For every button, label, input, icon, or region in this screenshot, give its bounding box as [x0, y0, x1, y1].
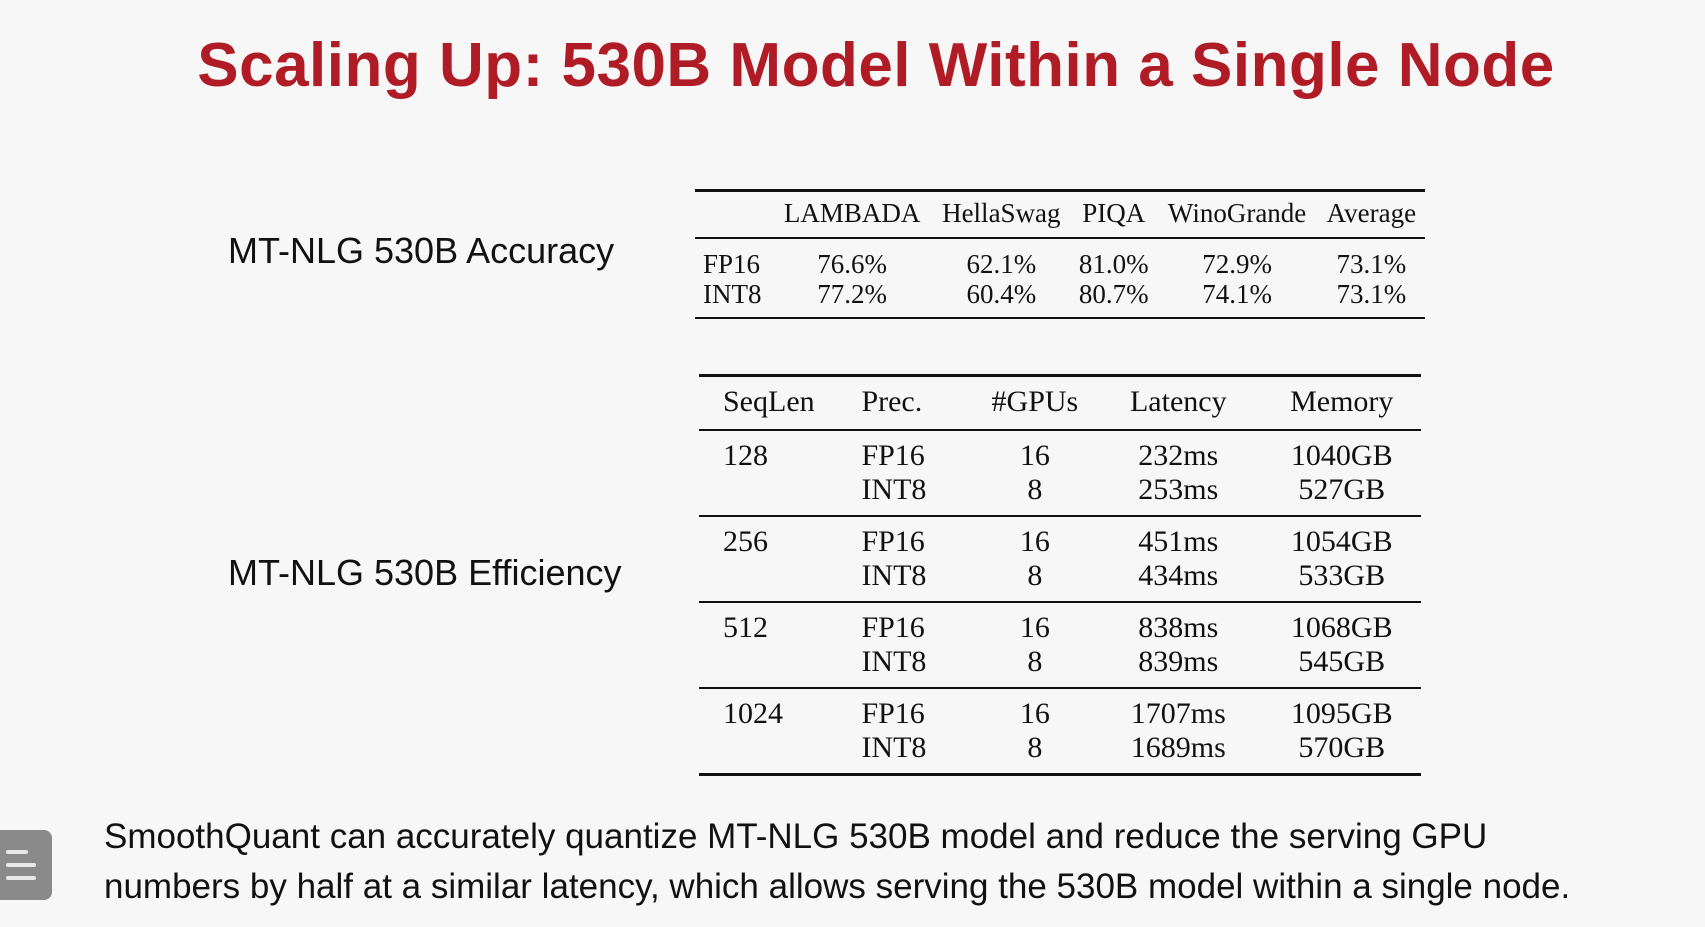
- table-cell: 527GB: [1298, 473, 1386, 506]
- table-cell: 838ms: [1094, 601, 1263, 645]
- table-cell: 8: [1027, 559, 1043, 592]
- table-cell: 451ms: [1094, 515, 1263, 559]
- table-cell: 570GB: [1298, 731, 1386, 764]
- table-row: INT8 77.2% 60.4% 80.7% 74.1% 73.1%: [695, 279, 1425, 318]
- table-cell: 81.0%: [1078, 249, 1149, 279]
- menu-icon[interactable]: [0, 830, 52, 900]
- table-cell: [699, 731, 857, 775]
- table-row: INT8 8 253ms 527GB: [699, 473, 1421, 516]
- table-cell: 76.6%: [817, 249, 888, 279]
- table-cell: 533GB: [1298, 559, 1386, 592]
- efficiency-label: MT-NLG 530B Efficiency: [228, 552, 622, 593]
- table-cell: 1068GB: [1262, 601, 1421, 645]
- table-cell: 16: [975, 515, 1095, 559]
- table-cell: INT8: [861, 645, 927, 678]
- table-cell: [699, 645, 857, 688]
- efficiency-header-cell: Memory: [1262, 375, 1421, 431]
- seqlen-cell: 128: [723, 439, 768, 472]
- table-cell: 1707ms: [1094, 687, 1263, 731]
- table-row: 128 FP16 16 232ms 1040GB: [699, 430, 1421, 473]
- table-cell: FP16: [857, 687, 976, 731]
- efficiency-header-cell: #GPUs: [975, 375, 1095, 431]
- table-cell: 80.7%: [1078, 279, 1149, 309]
- seqlen-group: 1024 FP16 16 1707ms 1095GB INT8 8 1689ms…: [699, 687, 1421, 775]
- table-cell: FP16: [857, 601, 976, 645]
- table-cell: INT8: [703, 279, 762, 309]
- accuracy-header-cell: HellaSwag: [931, 190, 1071, 239]
- table-cell: 16: [1019, 439, 1050, 472]
- summary-line: numbers by half at a similar latency, wh…: [104, 867, 1571, 906]
- table-cell: 8: [1027, 473, 1043, 506]
- slide-title: Scaling Up: 530B Model Within a Single N…: [197, 31, 1555, 100]
- table-cell: 8: [1027, 731, 1043, 764]
- table-cell: FP16: [861, 439, 925, 472]
- efficiency-header-cell: SeqLen: [699, 375, 858, 431]
- table-row: INT8 8 839ms 545GB: [699, 645, 1421, 688]
- table-cell: 434ms: [1138, 559, 1219, 592]
- table-cell: 8: [1027, 645, 1043, 678]
- summary-text: SmoothQuant can accurately quantize MT-N…: [104, 812, 1684, 912]
- accuracy-header-cell: LAMBADA: [772, 190, 932, 239]
- table-row: INT8 8 434ms 533GB: [699, 559, 1421, 602]
- table-cell: 1054GB: [1262, 515, 1421, 559]
- seqlen-cell: 256: [699, 515, 858, 559]
- menu-bar: [6, 876, 36, 880]
- menu-bar: [6, 863, 36, 867]
- accuracy-header-cell: [695, 190, 773, 239]
- table-cell: 77.2%: [817, 279, 888, 309]
- table-cell: 74.1%: [1202, 279, 1272, 309]
- accuracy-header-cell: PIQA: [1070, 190, 1157, 239]
- efficiency-header-row: SeqLen Prec. #GPUs Latency Memory: [699, 375, 1421, 431]
- table-cell: 253ms: [1138, 473, 1219, 506]
- table-row: INT8 8 1689ms 570GB: [699, 731, 1421, 775]
- table-cell: 62.1%: [966, 249, 1037, 279]
- table-cell: 16: [975, 687, 1095, 731]
- seqlen-group: 512 FP16 16 838ms 1068GB INT8 8 839ms 54…: [699, 601, 1421, 688]
- table-cell: 839ms: [1138, 645, 1219, 678]
- table-cell: 60.4%: [966, 279, 1037, 309]
- accuracy-header-row: LAMBADA HellaSwag PIQA WinoGrande Averag…: [695, 190, 1425, 239]
- table-cell: INT8: [861, 559, 927, 592]
- efficiency-header-cell: Prec.: [857, 375, 976, 431]
- menu-bar: [6, 850, 28, 854]
- table-cell: 16: [975, 601, 1095, 645]
- accuracy-header-cell: Average: [1317, 190, 1425, 239]
- seqlen-cell: 1024: [699, 687, 858, 731]
- table-cell: [699, 473, 857, 516]
- table-cell: 73.1%: [1336, 279, 1407, 309]
- table-row: 512 FP16 16 838ms 1068GB: [699, 601, 1421, 645]
- table-cell: 1040GB: [1290, 439, 1393, 472]
- table-cell: INT8: [861, 731, 927, 764]
- table-cell: 72.9%: [1202, 249, 1272, 279]
- efficiency-table: SeqLen Prec. #GPUs Latency Memory 128 FP…: [699, 374, 1421, 776]
- table-cell: INT8: [861, 473, 927, 506]
- accuracy-header-cell: WinoGrande: [1156, 190, 1318, 239]
- table-cell: FP16: [857, 515, 976, 559]
- efficiency-header-cell: Latency: [1094, 375, 1263, 431]
- table-row: 256 FP16 16 451ms 1054GB: [699, 515, 1421, 559]
- summary-line: SmoothQuant can accurately quantize MT-N…: [104, 817, 1488, 856]
- seqlen-group: 128 FP16 16 232ms 1040GB INT8 8 253ms 52…: [699, 430, 1421, 516]
- seqlen-cell: 512: [699, 601, 858, 645]
- table-row: 1024 FP16 16 1707ms 1095GB: [699, 687, 1421, 731]
- table-cell: 73.1%: [1336, 249, 1407, 279]
- table-cell: 1095GB: [1262, 687, 1421, 731]
- accuracy-label: MT-NLG 530B Accuracy: [228, 230, 615, 271]
- table-cell: [699, 559, 857, 602]
- seqlen-group: 256 FP16 16 451ms 1054GB INT8 8 434ms 53…: [699, 515, 1421, 602]
- table-cell: 1689ms: [1130, 731, 1226, 764]
- table-cell: 545GB: [1298, 645, 1386, 678]
- table-cell: FP16: [703, 249, 761, 279]
- accuracy-table: LAMBADA HellaSwag PIQA WinoGrande Averag…: [695, 189, 1425, 319]
- table-row: FP16 76.6% 62.1% 81.0% 72.9% 73.1%: [695, 238, 1425, 279]
- table-cell: 232ms: [1138, 439, 1219, 472]
